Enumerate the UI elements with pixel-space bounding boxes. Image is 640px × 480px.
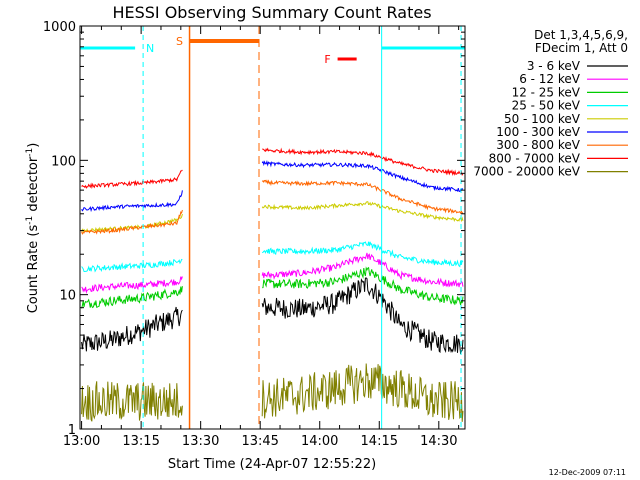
x-tick-label: 14:15: [361, 434, 398, 449]
series-line-3: [81, 286, 183, 309]
night-label: N: [146, 42, 154, 55]
y-label-part-2: detector: [26, 156, 41, 216]
series-line-1: [261, 277, 464, 355]
legend-label-1: 3 - 6 keV: [527, 59, 581, 73]
y-axis-label: Count Rate (s-1 detector-1): [25, 143, 41, 314]
x-tick-label: 13:00: [63, 434, 100, 449]
y-tick-label: 1: [68, 423, 76, 438]
series-line-2: [81, 276, 183, 295]
series-line-6: [261, 159, 464, 193]
x-tick-label: 13:15: [122, 434, 159, 449]
x-tick-label: 13:45: [241, 434, 278, 449]
y-tick-label: 1000: [43, 20, 76, 35]
legend-label-8: 800 - 7000 keV: [489, 151, 581, 165]
series-line-8: [262, 147, 464, 176]
y-label-part-1: Count Rate (s: [26, 225, 41, 314]
legend-label-2: 6 - 12 keV: [519, 72, 581, 86]
series-line-5: [81, 213, 183, 234]
series-line-9: [81, 381, 183, 422]
annotations-layer: N S F: [80, 26, 465, 429]
legend-label-3: 12 - 25 keV: [512, 85, 581, 99]
series-line-3: [262, 266, 464, 306]
series-line-6: [81, 190, 183, 213]
chart-title: HESSI Observing Summary Count Rates: [112, 3, 431, 22]
series-line-1: [81, 306, 183, 352]
series-layer: [81, 147, 464, 422]
x-tick-label: 14:00: [301, 434, 338, 449]
saa-label: S: [176, 35, 183, 48]
x-tick-label: 13:30: [182, 434, 219, 449]
y-tick-label: 10: [59, 289, 76, 304]
axes-layer: 1 10 100 1000 13:00 13:15 13:30 13:45 14:00 14:15…: [43, 20, 465, 449]
legend-label-7: 300 - 800 keV: [496, 138, 580, 152]
series-line-9: [261, 363, 464, 422]
legend-label-4: 25 - 50 keV: [512, 99, 581, 113]
series-line-8: [81, 169, 183, 190]
legend-header-2: FDecim 1, Att 0: [535, 41, 628, 55]
y-tick-label: 100: [51, 154, 76, 169]
legend-label-9: 7000 - 20000 keV: [473, 165, 580, 179]
legend-label-6: 100 - 300 keV: [496, 125, 580, 139]
series-line-4: [81, 258, 183, 273]
flare-label: F: [324, 53, 330, 66]
series-line-7: [261, 179, 463, 215]
plot-frame: [79, 25, 466, 430]
legend-header-1: Det 1,3,4,5,6,9,: [534, 28, 628, 42]
series-line-4: [261, 241, 464, 268]
legend-label-5: 50 - 100 keV: [504, 112, 581, 126]
y-label-part-3: ): [26, 143, 41, 148]
series-line-7: [81, 209, 183, 235]
x-tick-label: 14:30: [420, 434, 457, 449]
series-line-2: [261, 252, 464, 288]
series-line-5: [261, 201, 464, 223]
y-label-sup-1: -1: [25, 216, 35, 225]
x-axis-label: Start Time (24-Apr-07 12:55:22): [168, 457, 376, 472]
y-label-sup-2: -1: [25, 148, 35, 157]
footer-date: 12-Dec-2009 07:11: [549, 468, 626, 477]
